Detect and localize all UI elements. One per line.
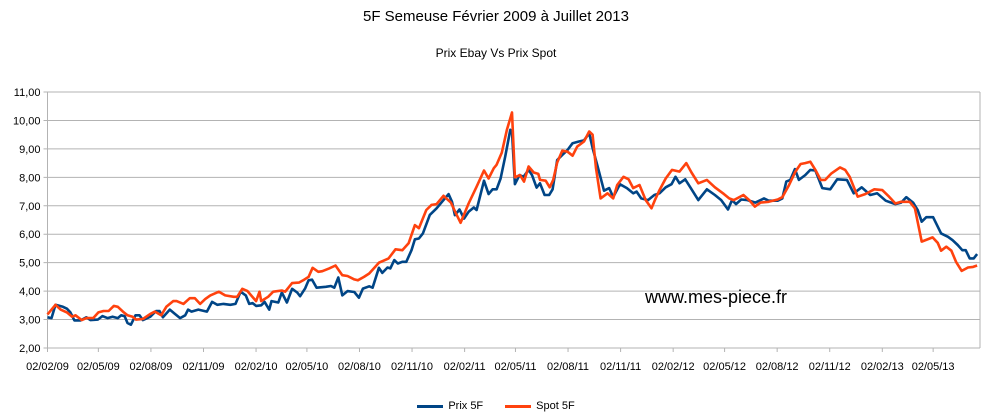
x-tick-label: 02/05/12 xyxy=(703,361,746,373)
series-line-spot-5f xyxy=(46,111,978,322)
x-tick-label: 02/05/11 xyxy=(494,361,536,373)
chart-title: 5F Semeuse Février 2009 à Juillet 2013 xyxy=(363,8,629,25)
x-tick-label: 02/11/11 xyxy=(600,361,641,373)
y-tick-label: 7,00 xyxy=(19,201,40,213)
legend-label: Prix 5F xyxy=(448,400,484,412)
legend-label: Spot 5F xyxy=(536,400,575,412)
x-tick-label: 02/08/12 xyxy=(756,361,799,373)
x-tick-label: 02/08/10 xyxy=(338,361,381,373)
y-tick-label: 3,00 xyxy=(19,315,40,327)
chart-subtitle: Prix Ebay Vs Prix Spot xyxy=(435,46,557,60)
y-tick-label: 4,00 xyxy=(19,286,40,298)
legend-swatch xyxy=(417,404,444,408)
legend-item-spot-5f: Spot 5F xyxy=(505,400,575,412)
x-tick-label: 02/02/11 xyxy=(444,361,486,373)
legend-swatch xyxy=(505,404,532,408)
y-tick-label: 2,00 xyxy=(19,343,40,355)
series-line-prix-5f xyxy=(47,128,979,326)
y-tick-label: 9,00 xyxy=(19,144,40,156)
y-tick-label: 8,00 xyxy=(19,172,40,184)
x-tick-label: 02/02/10 xyxy=(235,361,278,373)
y-tick-label: 6,00 xyxy=(19,229,40,241)
x-tick-label: 02/11/12 xyxy=(809,361,851,373)
x-tick-label: 02/11/09 xyxy=(182,361,224,373)
y-tick-label: 11,00 xyxy=(14,87,41,99)
x-tick-label: 02/05/13 xyxy=(912,361,955,373)
x-tick-label: 02/02/12 xyxy=(652,361,695,373)
y-tick-label: 10,00 xyxy=(13,115,41,127)
x-tick-label: 02/05/10 xyxy=(285,361,328,373)
legend-item-prix-5f: Prix 5F xyxy=(417,400,483,412)
legend: Prix 5F Spot 5F xyxy=(0,400,992,412)
x-tick-label: 02/05/09 xyxy=(77,361,120,373)
y-tick-label: 5,00 xyxy=(19,258,40,270)
x-tick-label: 02/08/09 xyxy=(130,361,173,373)
x-tick-label: 02/11/10 xyxy=(391,361,433,373)
x-tick-label: 02/02/13 xyxy=(861,361,904,373)
x-tick-label: 02/08/11 xyxy=(547,361,589,373)
x-tick-label: 02/02/09 xyxy=(26,361,69,373)
watermark-annotation: www.mes-piece.fr xyxy=(645,287,788,307)
